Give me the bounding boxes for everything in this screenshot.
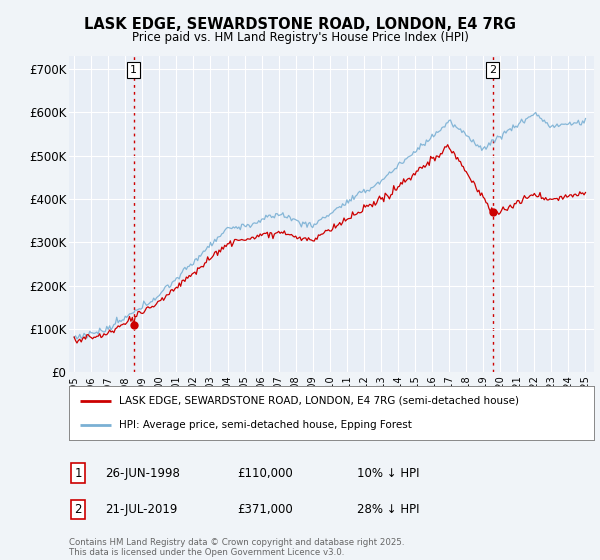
- Text: £371,000: £371,000: [237, 503, 293, 516]
- Text: LASK EDGE, SEWARDSTONE ROAD, LONDON, E4 7RG (semi-detached house): LASK EDGE, SEWARDSTONE ROAD, LONDON, E4 …: [119, 396, 519, 406]
- Text: 1: 1: [74, 466, 82, 480]
- Text: 1: 1: [130, 65, 137, 75]
- Text: Price paid vs. HM Land Registry's House Price Index (HPI): Price paid vs. HM Land Registry's House …: [131, 31, 469, 44]
- Text: HPI: Average price, semi-detached house, Epping Forest: HPI: Average price, semi-detached house,…: [119, 420, 412, 430]
- Text: 2: 2: [489, 65, 496, 75]
- Text: 2: 2: [74, 503, 82, 516]
- Text: LASK EDGE, SEWARDSTONE ROAD, LONDON, E4 7RG: LASK EDGE, SEWARDSTONE ROAD, LONDON, E4 …: [84, 17, 516, 32]
- Text: Contains HM Land Registry data © Crown copyright and database right 2025.
This d: Contains HM Land Registry data © Crown c…: [69, 538, 404, 557]
- Text: 21-JUL-2019: 21-JUL-2019: [105, 503, 178, 516]
- Text: 28% ↓ HPI: 28% ↓ HPI: [357, 503, 419, 516]
- Text: 10% ↓ HPI: 10% ↓ HPI: [357, 466, 419, 480]
- Text: 26-JUN-1998: 26-JUN-1998: [105, 466, 180, 480]
- Text: £110,000: £110,000: [237, 466, 293, 480]
